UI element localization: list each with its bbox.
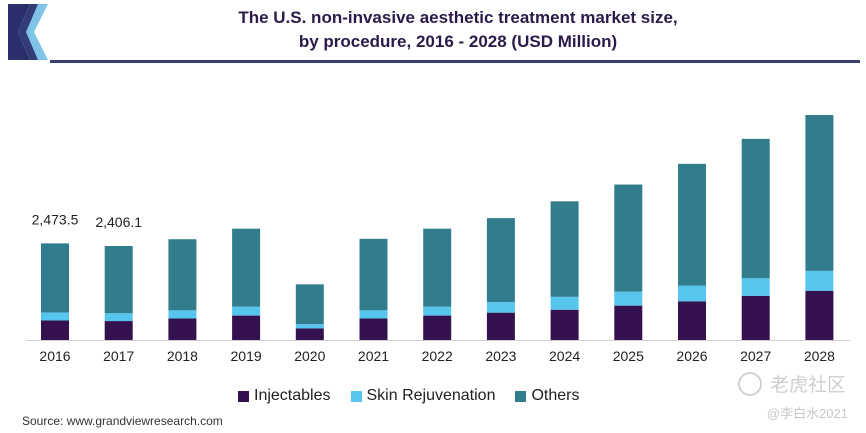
legend-item-others: Others bbox=[515, 387, 579, 405]
x-tick-label-2028: 2028 bbox=[804, 348, 835, 364]
bar-skin-rejuvenation-2017 bbox=[104, 313, 133, 322]
x-tick-label-2021: 2021 bbox=[358, 348, 389, 364]
watermark-text: 老虎社区 bbox=[769, 375, 846, 396]
x-tick-label-2022: 2022 bbox=[422, 348, 453, 364]
chart-title-line1: The U.S. non-invasive aesthetic treatmen… bbox=[238, 8, 678, 27]
bar-skin-rejuvenation-2025 bbox=[614, 291, 643, 306]
bar-injectables-2028 bbox=[805, 290, 834, 340]
x-tick-label-2027: 2027 bbox=[740, 348, 771, 364]
legend-item-injectables: Injectables bbox=[238, 387, 331, 405]
bar-others-2028 bbox=[805, 115, 834, 271]
bar-others-2019 bbox=[232, 228, 261, 307]
source-note: Source: www.grandviewresearch.com bbox=[22, 414, 223, 428]
bar-injectables-2023 bbox=[486, 312, 515, 340]
x-tick-label-2025: 2025 bbox=[613, 348, 644, 364]
bar-injectables-2022 bbox=[423, 315, 452, 340]
bar-injectables-2026 bbox=[678, 301, 706, 340]
chart-title-line2: by procedure, 2016 - 2028 (USD Million) bbox=[298, 32, 618, 51]
bar-others-2025 bbox=[614, 184, 643, 292]
bar-others-2020 bbox=[295, 284, 324, 325]
bar-others-2018 bbox=[168, 239, 197, 311]
bar-skin-rejuvenation-2026 bbox=[678, 285, 706, 302]
x-tick-label-2020: 2020 bbox=[294, 348, 325, 364]
bar-skin-rejuvenation-2019 bbox=[232, 306, 261, 316]
bar-skin-rejuvenation-2016 bbox=[41, 312, 69, 321]
bar-others-2024 bbox=[550, 201, 579, 297]
bar-others-2017 bbox=[104, 246, 133, 314]
bar-others-2027 bbox=[741, 138, 770, 279]
legend-swatch-skin-rejuvenation bbox=[350, 390, 362, 402]
bar-skin-rejuvenation-2018 bbox=[168, 310, 197, 319]
x-tick-label-2019: 2019 bbox=[231, 348, 262, 364]
x-tick-label-2026: 2026 bbox=[676, 348, 707, 364]
legend-item-skin-rejuvenation: Skin Rejuvenation bbox=[350, 387, 496, 405]
header-divider bbox=[50, 60, 860, 63]
data-label-2017: 2,406.1 bbox=[95, 214, 142, 230]
chart-legend: Injectables Skin Rejuvenation Others bbox=[238, 386, 599, 406]
x-tick-label-2023: 2023 bbox=[485, 348, 516, 364]
x-tick-label-2024: 2024 bbox=[549, 348, 580, 364]
bar-others-2021 bbox=[359, 238, 388, 311]
legend-label-injectables: Injectables bbox=[254, 387, 331, 404]
bar-injectables-2027 bbox=[741, 295, 770, 340]
bar-injectables-2016 bbox=[41, 320, 69, 340]
chart-title: The U.S. non-invasive aesthetic treatmen… bbox=[60, 6, 856, 54]
legend-swatch-injectables bbox=[238, 390, 249, 402]
x-tick-labels: 2016 2017 2018 2019 2020 2021 2022 2023 2024 2025… bbox=[39, 348, 835, 364]
bar-injectables-2025 bbox=[614, 305, 643, 340]
brand-logo-icon bbox=[8, 4, 48, 60]
bar-group bbox=[41, 115, 834, 340]
bar-others-2016 bbox=[41, 243, 69, 313]
bar-skin-rejuvenation-2028 bbox=[805, 270, 834, 291]
bar-skin-rejuvenation-2027 bbox=[741, 278, 770, 296]
data-labels: 2,473.5 2,406.1 bbox=[32, 211, 143, 230]
data-label-2016: 2,473.5 bbox=[32, 211, 79, 227]
watermark-logo-icon bbox=[737, 371, 762, 396]
bar-others-2023 bbox=[486, 218, 515, 303]
bar-injectables-2020 bbox=[295, 328, 324, 340]
bar-skin-rejuvenation-2021 bbox=[359, 310, 388, 319]
x-tick-label-2016: 2016 bbox=[39, 348, 70, 364]
legend-label-others: Others bbox=[531, 387, 580, 404]
watermark: 老虎社区 bbox=[737, 370, 846, 397]
legend-label-skin-rejuvenation: Skin Rejuvenation bbox=[366, 387, 496, 404]
bar-injectables-2019 bbox=[232, 315, 261, 340]
bar-injectables-2017 bbox=[104, 321, 133, 340]
bar-skin-rejuvenation-2024 bbox=[550, 296, 579, 310]
chart-header: The U.S. non-invasive aesthetic treatmen… bbox=[0, 0, 866, 64]
bar-skin-rejuvenation-2020 bbox=[295, 324, 324, 329]
x-tick-label-2018: 2018 bbox=[167, 348, 198, 364]
legend-swatch-others bbox=[515, 390, 527, 402]
bar-injectables-2018 bbox=[168, 318, 197, 340]
bar-injectables-2024 bbox=[550, 309, 579, 340]
watermark-author: @李白水2021 bbox=[766, 406, 848, 421]
bar-others-2022 bbox=[423, 228, 452, 307]
x-tick-label-2017: 2017 bbox=[103, 348, 134, 364]
bar-others-2026 bbox=[678, 163, 706, 286]
bar-injectables-2021 bbox=[359, 318, 388, 340]
bar-skin-rejuvenation-2022 bbox=[423, 306, 452, 316]
bar-skin-rejuvenation-2023 bbox=[486, 302, 515, 313]
